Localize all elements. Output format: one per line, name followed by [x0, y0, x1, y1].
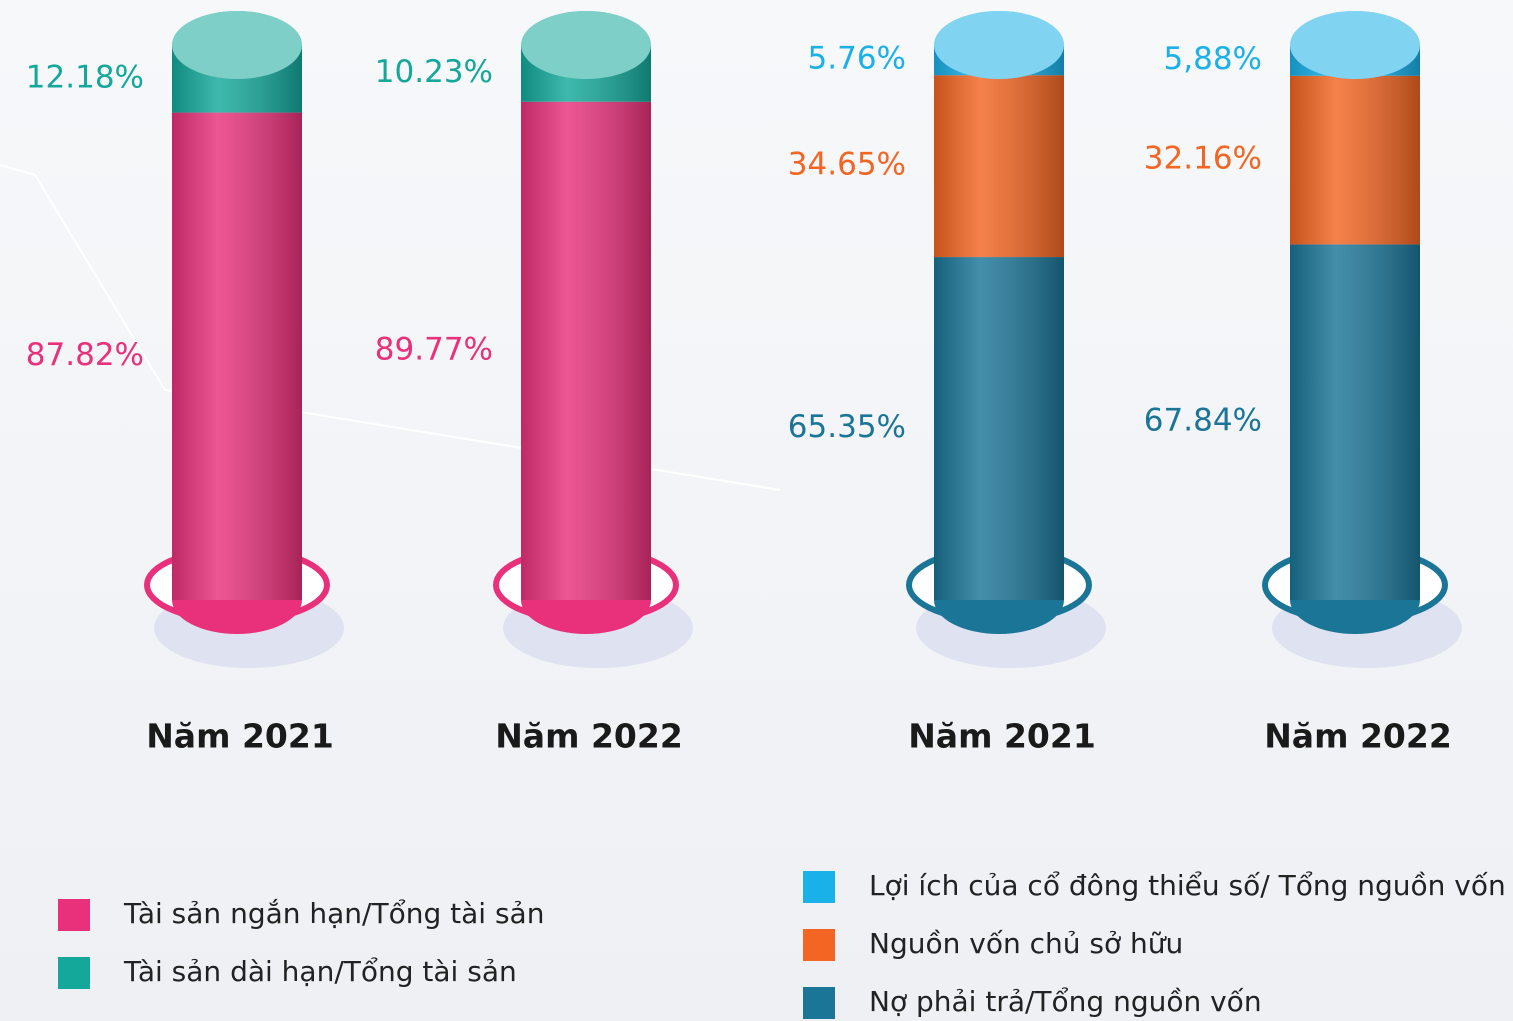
- legend-label: Tài sản dài hạn/Tổng tài sản: [123, 955, 517, 988]
- legend-label: Nợ phải trả/Tổng nguồn vốn: [869, 985, 1262, 1018]
- category-label: Năm 2022: [495, 717, 683, 756]
- cylinder-cap-light: [521, 11, 651, 79]
- value-label: 34.65%: [788, 147, 906, 183]
- category-label: Năm 2021: [908, 717, 1096, 756]
- legend-swatch: [803, 929, 835, 961]
- legend-label: Tài sản ngắn hạn/Tổng tài sản: [123, 897, 544, 930]
- value-label: 87.82%: [26, 337, 144, 373]
- value-label: 10.23%: [375, 54, 493, 90]
- category-label: Năm 2021: [146, 717, 334, 756]
- value-label: 32.16%: [1144, 141, 1262, 177]
- value-label: 5,88%: [1164, 41, 1262, 77]
- segment-shade: [521, 102, 651, 600]
- legend-label: Nguồn vốn chủ sở hữu: [869, 927, 1183, 960]
- segment-shade: [1290, 76, 1420, 245]
- legend-swatch: [803, 871, 835, 903]
- legend-swatch: [58, 957, 90, 989]
- value-label: 67.84%: [1144, 403, 1262, 439]
- segment-shade: [934, 257, 1064, 600]
- segment-shade: [172, 113, 302, 600]
- value-label: 89.77%: [375, 331, 493, 367]
- segment-shade: [1290, 244, 1420, 600]
- legend-label: Lợi ích của cổ đông thiểu số/ Tổng nguồn…: [869, 869, 1506, 902]
- value-label: 5.76%: [808, 41, 906, 77]
- cylinder-cap-light: [172, 11, 302, 79]
- cylinder-cap-light: [1290, 11, 1420, 79]
- cylinder-cap-light: [934, 11, 1064, 79]
- segment-shade: [934, 75, 1064, 257]
- value-label: 65.35%: [788, 409, 906, 445]
- legend-swatch: [803, 987, 835, 1019]
- legend-swatch: [58, 899, 90, 931]
- value-label: 12.18%: [26, 59, 144, 95]
- category-label: Năm 2022: [1264, 717, 1452, 756]
- infographic: 87.82% 12.18% Năm 2021 89.77% 10.23% Năm 2022…: [0, 0, 1513, 1021]
